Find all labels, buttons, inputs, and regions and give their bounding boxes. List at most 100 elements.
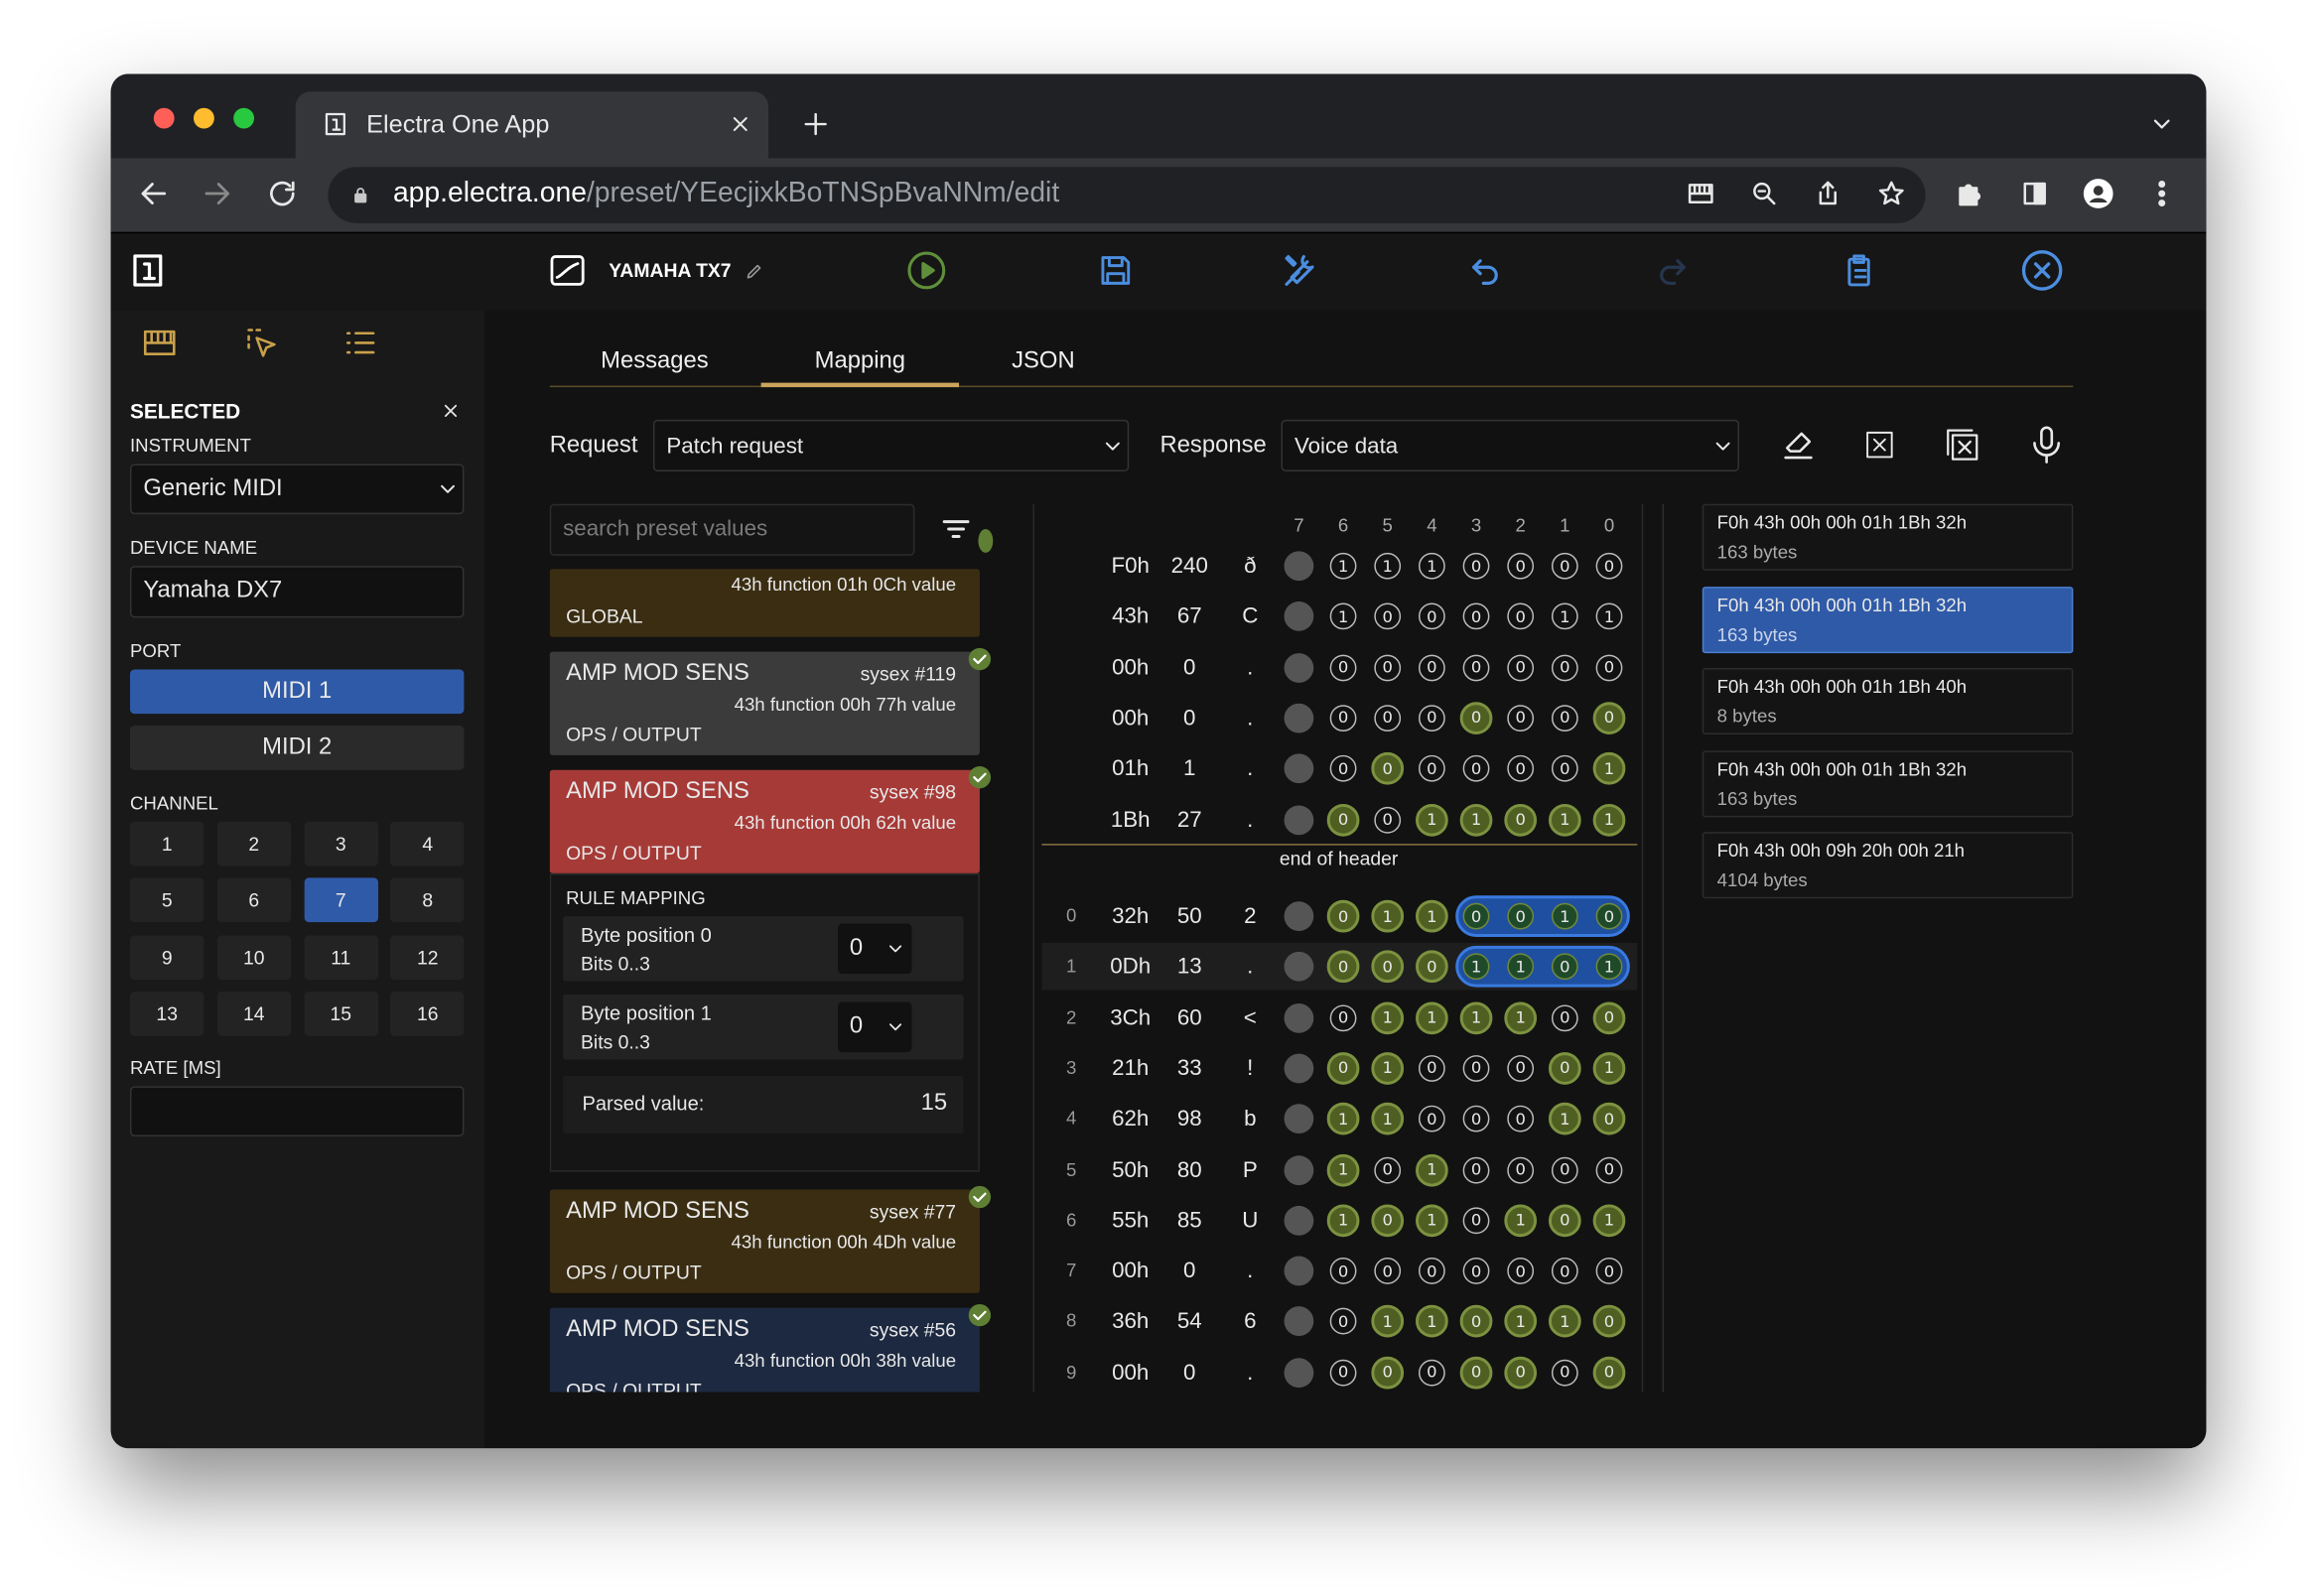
paste[interactable] — [1840, 251, 1878, 290]
channel-button[interactable] — [304, 991, 378, 1036]
menu[interactable] — [2145, 178, 2178, 210]
device-name-input[interactable] — [129, 566, 465, 618]
redo-part — [1660, 265, 1686, 285]
bit-7-marker — [1284, 1154, 1314, 1185]
channel-button[interactable] — [129, 934, 204, 980]
preset-card[interactable] — [549, 569, 980, 637]
channel-button[interactable] — [304, 934, 378, 980]
bit: 1 — [1371, 1102, 1405, 1135]
list-view[interactable] — [341, 324, 380, 362]
tab[interactable]: Mapping — [814, 348, 905, 374]
side-panel[interactable] — [2020, 179, 2050, 208]
share[interactable] — [1813, 179, 1842, 208]
reader[interactable] — [1686, 179, 1715, 208]
rename[interactable] — [744, 261, 762, 280]
undo[interactable] — [1466, 251, 1505, 290]
channel-button[interactable] — [216, 991, 291, 1036]
bookmark-part — [1878, 181, 1904, 205]
channel-button[interactable] — [390, 877, 465, 923]
channel-button[interactable] — [390, 991, 465, 1036]
bit: 0 — [1418, 1258, 1445, 1284]
remove-button[interactable] — [1863, 429, 1896, 462]
extensions[interactable] — [1954, 178, 1986, 210]
filter-button[interactable] — [938, 511, 974, 547]
preset-card[interactable] — [549, 769, 980, 873]
select-tool[interactable] — [242, 324, 281, 362]
preset-card[interactable] — [549, 1307, 980, 1393]
zoom[interactable] — [1749, 179, 1779, 208]
channel-button[interactable] — [129, 877, 204, 923]
url[interactable]: app.electra.one/preset/YEecjixkBoTNSpBva… — [393, 180, 1059, 207]
channel-button[interactable] — [216, 934, 291, 980]
search-input[interactable] — [549, 503, 915, 556]
channel-button[interactable] — [304, 821, 378, 866]
port-button[interactable] — [129, 726, 465, 770]
channel-button[interactable] — [216, 877, 291, 923]
tab-close[interactable] — [729, 112, 752, 136]
bit: 1 — [1416, 803, 1448, 836]
tab-list[interactable] — [2148, 111, 2175, 138]
channel-button[interactable] — [129, 991, 204, 1036]
channel-button[interactable] — [304, 877, 378, 923]
response-item[interactable] — [1702, 832, 2074, 899]
bit: 0 — [1329, 653, 1357, 681]
save[interactable] — [1096, 251, 1135, 290]
new-tab[interactable] — [801, 109, 831, 139]
run[interactable] — [905, 250, 947, 292]
active-tab[interactable] — [295, 91, 769, 166]
preset-card[interactable] — [549, 1189, 980, 1293]
bit-range: Bits 0..3 — [580, 1030, 650, 1053]
profile[interactable] — [2081, 176, 2116, 211]
bookmark[interactable] — [1876, 179, 1906, 208]
bit: 1 — [1371, 899, 1405, 933]
bit: 0 — [1418, 653, 1445, 681]
value-select[interactable] — [837, 1001, 912, 1053]
channel-button[interactable] — [390, 934, 465, 980]
window-control[interactable] — [193, 107, 214, 129]
forward[interactable] — [201, 178, 233, 210]
response-item[interactable] — [1702, 586, 2074, 653]
rate-input[interactable] — [129, 1086, 465, 1136]
close-selection[interactable] — [441, 400, 462, 421]
channel-button[interactable] — [390, 821, 465, 866]
tab[interactable]: Messages — [601, 348, 709, 374]
close-editor[interactable] — [2020, 248, 2065, 293]
keyboard-view[interactable] — [140, 324, 179, 362]
channel-button[interactable] — [216, 821, 291, 866]
channel-button[interactable] — [129, 821, 204, 866]
clear-button[interactable] — [1779, 426, 1818, 465]
bit: 0 — [1551, 1359, 1578, 1387]
remove-all-button[interactable] — [1943, 426, 1981, 465]
record-button[interactable] — [2026, 424, 2068, 466]
response-item[interactable] — [1702, 667, 2074, 734]
back[interactable] — [137, 178, 170, 210]
response-select[interactable] — [1281, 419, 1739, 471]
clear-button-part — [1784, 432, 1813, 460]
window-control[interactable] — [153, 107, 175, 129]
tab[interactable]: JSON — [1012, 348, 1075, 374]
header-separator — [1041, 844, 1638, 846]
close-editor-part — [2021, 250, 2063, 291]
field-label: RATE [MS] — [129, 1057, 221, 1079]
dec-value: 60 — [1176, 1004, 1202, 1030]
value-select[interactable] — [837, 923, 912, 975]
hex-value: 3Ch — [1110, 1004, 1152, 1030]
reload[interactable] — [266, 178, 299, 210]
response-item[interactable] — [1702, 749, 2074, 817]
window-control[interactable] — [233, 107, 255, 129]
device-name-value: Yamaha DX7 — [143, 578, 283, 603]
request-select[interactable] — [652, 419, 1130, 471]
bit: 1 — [1592, 1204, 1626, 1237]
tools[interactable] — [1280, 250, 1321, 292]
preset-card[interactable] — [549, 651, 980, 755]
response-item[interactable] — [1702, 503, 2074, 571]
instrument-select[interactable] — [129, 464, 465, 515]
dec-value: 98 — [1176, 1106, 1202, 1132]
bit: 1 — [1548, 1102, 1581, 1135]
address-bar[interactable] — [328, 167, 1926, 223]
app-logo[interactable] — [129, 251, 168, 290]
row-index: 2 — [1066, 1006, 1077, 1028]
redo[interactable] — [1654, 251, 1693, 290]
bit: 0 — [1418, 1105, 1445, 1132]
port-button[interactable] — [129, 669, 465, 715]
